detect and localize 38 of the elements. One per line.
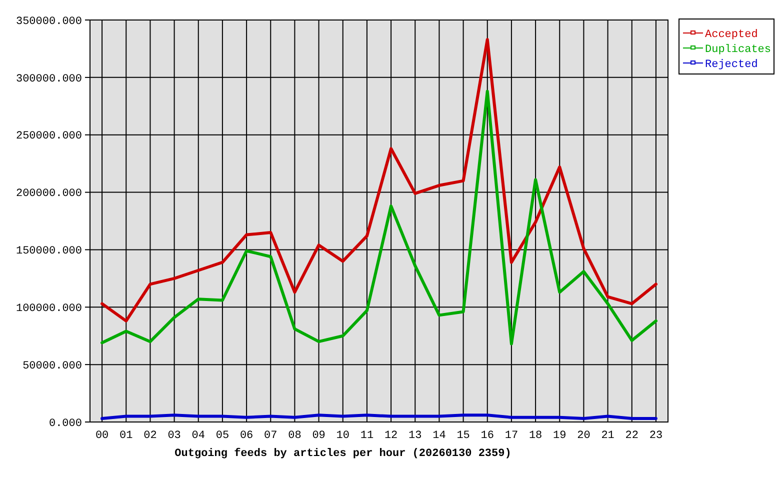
x-tick-label: 22	[625, 430, 638, 442]
y-tick-label: 200000.000	[16, 188, 82, 200]
x-tick-label: 17	[504, 430, 518, 442]
x-tick-label: 12	[384, 430, 398, 442]
x-tick-label: 19	[553, 430, 566, 442]
y-tick-label: 0.000	[48, 418, 82, 430]
x-tick-label: 15	[456, 430, 470, 442]
x-tick-label: 10	[336, 430, 350, 442]
x-tick-label: 14	[432, 430, 446, 442]
x-tick-label: 18	[528, 430, 542, 442]
x-tick-label: 01	[120, 430, 134, 442]
x-tick-label: 07	[264, 430, 278, 442]
x-tick-label: 20	[577, 430, 590, 442]
line-series	[100, 90, 658, 346]
y-tick-label: 250000.000	[16, 130, 82, 143]
x-tick-label: 16	[480, 430, 494, 442]
x-tick-label: 11	[360, 430, 374, 442]
x-tick-label: 08	[288, 430, 302, 442]
legend-label: Accepted	[705, 28, 758, 41]
x-tick-label: 00	[95, 430, 109, 442]
y-tick-label: 350000.000	[16, 16, 82, 28]
x-tick-label: 23	[649, 430, 663, 442]
line-series	[100, 38, 658, 322]
legend-label: Rejected	[705, 58, 758, 71]
x-axis-title: Outgoing feeds by articles per hour (20260130 2359)	[174, 447, 512, 460]
y-tick-label: 100000.000	[16, 302, 82, 315]
x-tick-label: 21	[601, 430, 615, 442]
x-tick-label: 05	[216, 430, 230, 442]
x-tick-label: 06	[240, 430, 254, 442]
x-tick-label: 02	[144, 430, 157, 442]
x-tick-label: 04	[192, 430, 206, 442]
y-tick-label: 300000.000	[16, 73, 82, 86]
y-tick-label: 50000.000	[22, 360, 82, 372]
y-tick-label: 150000.000	[16, 246, 82, 258]
x-tick-label: 13	[408, 430, 422, 442]
x-tick-label: 09	[312, 430, 326, 442]
x-tick-label: 03	[168, 430, 181, 442]
legend-label: Duplicates	[705, 44, 772, 56]
